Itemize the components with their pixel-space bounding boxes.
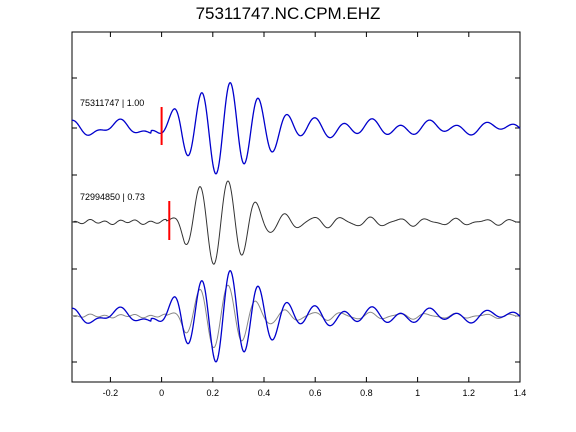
trace-label-secondary: 72994850 | 0.73 <box>80 192 145 202</box>
x-tick-label: 1 <box>415 388 420 398</box>
trace-secondary <box>71 180 521 265</box>
trace-label-primary: 75311747 | 1.00 <box>80 98 144 108</box>
trace-primary <box>71 81 521 175</box>
x-tick-label: 0.6 <box>309 388 322 398</box>
x-tick-label: 1.4 <box>514 388 527 398</box>
x-tick-label: 0 <box>159 388 164 398</box>
plot-frame <box>71 31 521 383</box>
x-tick-label: 1.2 <box>463 388 476 398</box>
waveform-traces <box>71 81 521 363</box>
x-tick-label: 0.4 <box>258 388 271 398</box>
trace-overlay-primary <box>71 269 521 363</box>
pick-markers <box>160 107 171 240</box>
trace-overlay-secondary <box>71 284 521 349</box>
x-tick-label: -0.2 <box>103 388 119 398</box>
x-tick-label: 0.8 <box>360 388 373 398</box>
x-ticks: -0.2 0 0.2 0.4 0.6 0.8 1 1.2 1.4 <box>103 32 527 398</box>
page-title: 75311747.NC.CPM.EHZ <box>195 4 381 23</box>
trace-labels: 75311747 | 1.00 72994850 | 0.73 <box>80 98 145 202</box>
x-tick-label: 0.2 <box>207 388 220 398</box>
